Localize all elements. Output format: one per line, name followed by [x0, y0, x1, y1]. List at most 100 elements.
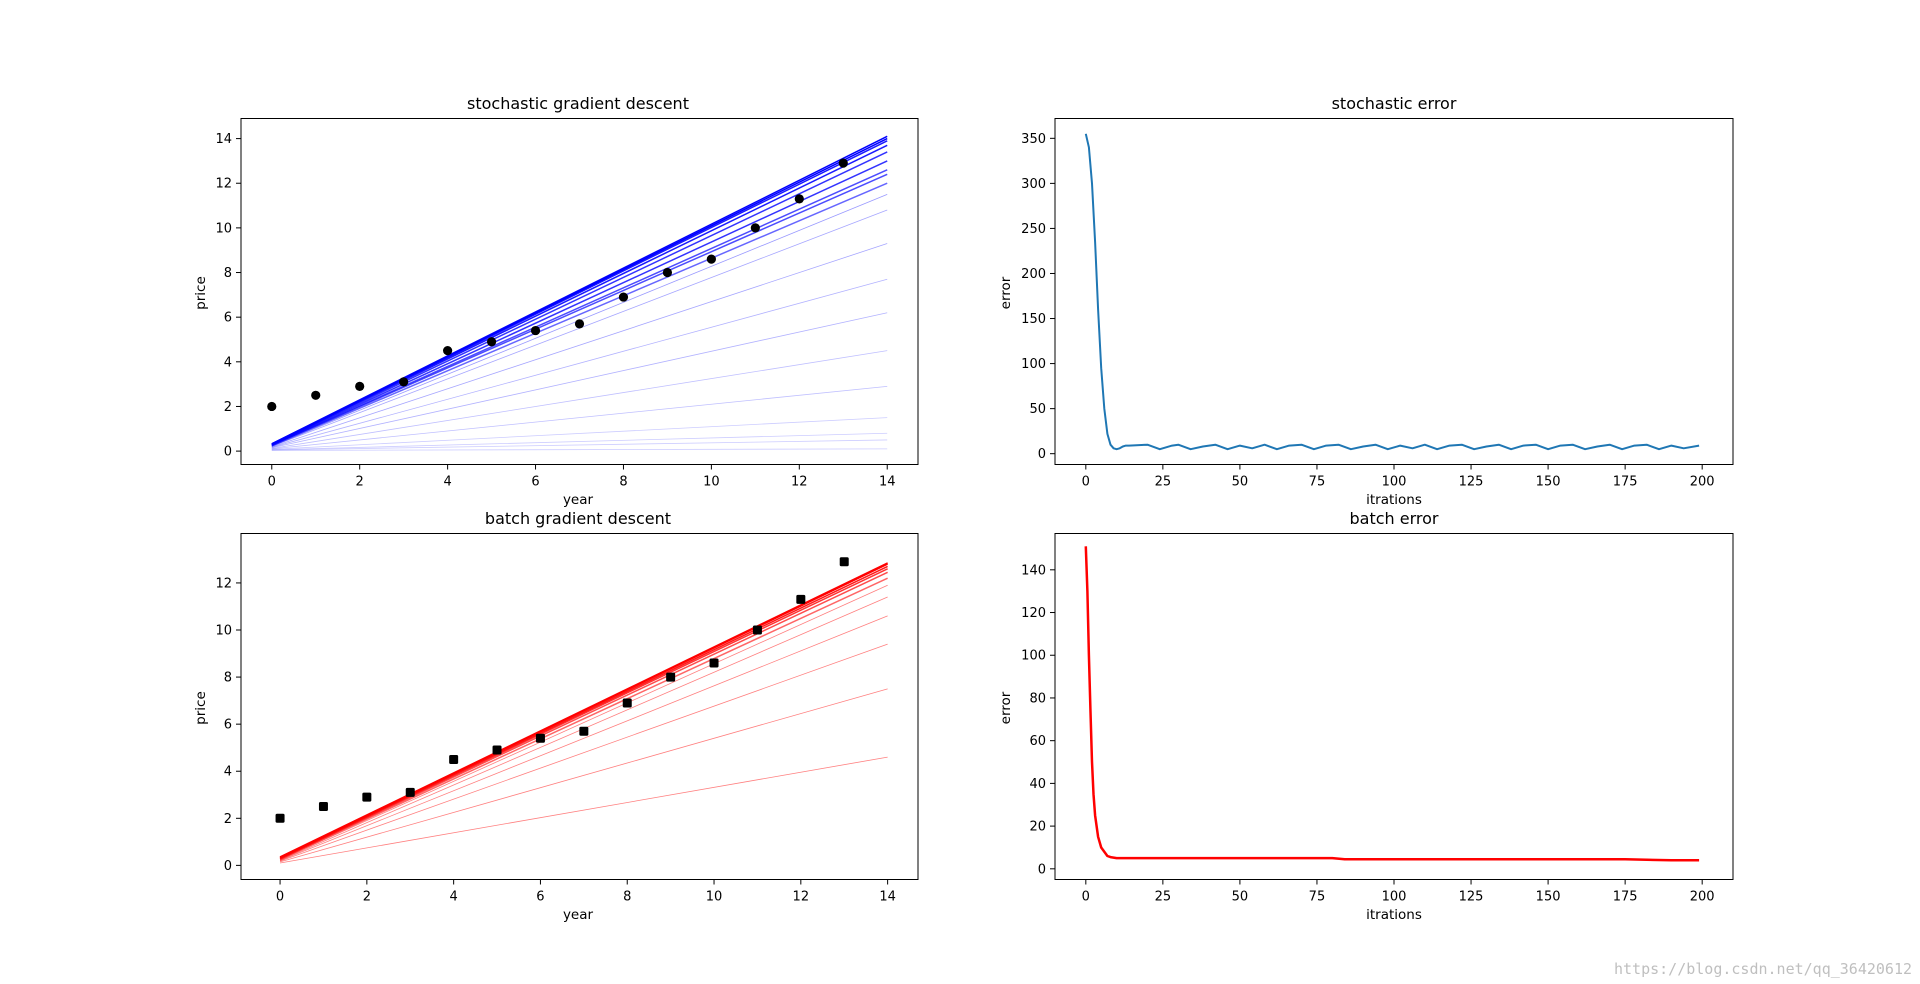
bgd-xtick-label-0: 0	[276, 890, 284, 905]
sgd-ytick-label-6: 12	[215, 177, 232, 192]
sgd-fit-line-0	[271, 448, 888, 451]
bgd-error-axes-frame	[1054, 533, 1734, 880]
sgd-point-4	[443, 346, 453, 356]
sgd-xtick-label-5: 10	[703, 475, 720, 490]
bgd-error-xlabel: itrations	[1366, 907, 1422, 923]
sgd-panel: stochastic gradient descent year price 0…	[193, 94, 919, 508]
sgd-xtick-label-2: 4	[443, 475, 451, 490]
bgd-fit-line-0	[279, 756, 888, 864]
sgd-fit-line-15	[271, 151, 888, 446]
bgd-xtick-label-4: 8	[623, 890, 631, 905]
bgd-error-ytick-label-0: 0	[1038, 862, 1046, 877]
sgd-points	[267, 158, 848, 412]
bgd-point-11	[752, 625, 762, 635]
bgd-error-xtick-label-0: 0	[1082, 890, 1090, 905]
sgd-fit-line-5	[271, 350, 888, 449]
sgd-xtick-label-6: 12	[791, 475, 808, 490]
bgd-fit-line-5	[279, 584, 888, 861]
bgd-error-yticks: 0 20 40 60 80 100 120 140	[1021, 563, 1055, 877]
bgd-point-5	[492, 745, 502, 755]
bgd-ytick-label-5: 10	[215, 624, 232, 639]
sgd-point-0	[267, 401, 277, 412]
sgd-fit-line-16	[271, 144, 888, 446]
bgd-error-xticks: 0 25 50 75 100 125 150 175 200	[1082, 879, 1715, 905]
bgd-xtick-label-1: 2	[363, 890, 371, 905]
sgd-point-9	[662, 267, 673, 278]
sgd-error-ytick-label-3: 150	[1021, 312, 1046, 327]
bgd-error-xtick-label-6: 150	[1536, 890, 1561, 905]
bgd-ytick-label-2: 4	[224, 765, 232, 780]
sgd-error-ytick-label-1: 50	[1029, 402, 1046, 417]
bgd-point-13	[839, 557, 849, 567]
bgd-error-xtick-label-5: 125	[1459, 890, 1484, 905]
bgd-ytick-label-0: 0	[224, 859, 232, 874]
sgd-error-xtick-label-8: 200	[1690, 475, 1715, 490]
bgd-axes-frame	[240, 533, 919, 880]
bgd-error-line	[1084, 546, 1700, 862]
bgd-fit-line-3	[279, 615, 888, 862]
bgd-xtick-label-6: 12	[793, 890, 810, 905]
bgd-fit-line-2	[279, 643, 888, 862]
bgd-point-7	[579, 726, 589, 736]
bgd-title: batch gradient descent	[485, 509, 671, 528]
sgd-fit-line-13	[271, 169, 888, 446]
sgd-error-xtick-label-2: 50	[1232, 475, 1249, 490]
bgd-point-12	[796, 594, 806, 604]
sgd-xtick-label-0: 0	[268, 475, 276, 490]
bgd-error-xtick-label-3: 75	[1309, 890, 1326, 905]
sgd-ytick-label-5: 10	[215, 221, 232, 236]
bgd-point-8	[622, 698, 632, 708]
bgd-ytick-label-6: 12	[215, 576, 232, 591]
sgd-error-series-line-0	[1084, 133, 1700, 451]
bgd-error-xtick-label-7: 175	[1613, 890, 1638, 905]
sgd-point-7	[574, 319, 585, 329]
sgd-xtick-label-3: 6	[531, 475, 539, 490]
bgd-point-1	[318, 802, 328, 812]
sgd-point-5	[486, 337, 497, 347]
bgd-xtick-label-2: 4	[450, 890, 458, 905]
bgd-yticks: 0 2 4 6 8 10 12	[215, 576, 241, 874]
sgd-title: stochastic gradient descent	[467, 94, 689, 113]
bgd-error-ytick-label-4: 80	[1029, 691, 1046, 706]
sgd-error-xticks: 0 25 50 75 100 125 150 175 200	[1082, 464, 1715, 490]
sgd-error-ytick-label-2: 100	[1021, 357, 1046, 372]
sgd-error-yticks: 0 50 100 150 200 250 300 350	[1021, 132, 1055, 462]
sgd-error-xtick-label-3: 75	[1309, 475, 1326, 490]
sgd-ylabel: price	[193, 276, 209, 310]
sgd-fit-line-1	[271, 439, 888, 451]
bgd-xtick-label-5: 10	[706, 890, 723, 905]
bgd-error-panel: batch error itrations error 0 25 50 75 100 12…	[998, 509, 1734, 923]
bgd-error-series-line-0	[1084, 546, 1700, 862]
bgd-error-title: batch error	[1350, 509, 1439, 528]
bgd-ylabel: price	[193, 691, 209, 725]
sgd-ytick-label-7: 14	[215, 132, 232, 147]
bgd-error-ytick-label-1: 20	[1029, 820, 1046, 835]
bgd-error-ytick-label-6: 120	[1021, 606, 1046, 621]
sgd-xtick-label-7: 14	[879, 475, 896, 490]
bgd-points	[275, 557, 849, 823]
sgd-fit-line-7	[271, 278, 888, 448]
sgd-error-axes-frame	[1054, 118, 1734, 465]
sgd-error-xtick-label-7: 175	[1613, 475, 1638, 490]
bgd-ytick-label-1: 2	[224, 812, 232, 827]
sgd-error-ytick-label-5: 250	[1021, 222, 1046, 237]
sgd-error-ytick-label-4: 200	[1021, 267, 1046, 282]
bgd-point-3	[405, 787, 415, 797]
sgd-point-12	[794, 194, 804, 204]
sgd-point-13	[838, 158, 848, 168]
sgd-error-ytick-label-7: 350	[1021, 132, 1046, 147]
sgd-point-8	[618, 292, 629, 302]
bgd-fit-line-7	[279, 571, 888, 860]
bgd-point-6	[535, 733, 545, 743]
sgd-error-xtick-label-4: 100	[1382, 475, 1407, 490]
bgd-xtick-label-3: 6	[536, 890, 544, 905]
sgd-yticks: 0 2 4 6 8 10 12 14	[215, 132, 241, 460]
bgd-fit-line-1	[279, 688, 888, 863]
sgd-error-xlabel: itrations	[1366, 492, 1422, 508]
sgd-fit-line-8	[271, 243, 888, 448]
bgd-xlabel: year	[563, 907, 594, 923]
sgd-fit-line-4	[271, 385, 888, 450]
bgd-error-xtick-label-8: 200	[1690, 890, 1715, 905]
sgd-fit-line-6	[271, 312, 888, 449]
